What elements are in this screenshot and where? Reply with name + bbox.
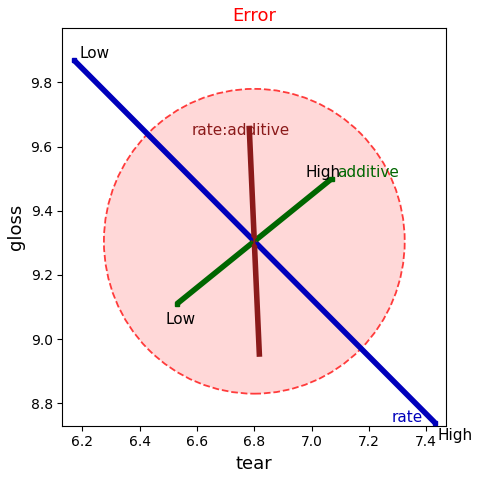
Text: Low: Low xyxy=(166,312,196,327)
Text: rate: rate xyxy=(392,410,423,425)
Text: High: High xyxy=(438,428,473,443)
Text: additive: additive xyxy=(337,165,399,180)
Text: High: High xyxy=(306,165,341,180)
Title: Error: Error xyxy=(232,7,276,25)
Y-axis label: gloss: gloss xyxy=(7,204,25,250)
Text: Low: Low xyxy=(80,46,109,61)
X-axis label: tear: tear xyxy=(236,455,273,473)
Ellipse shape xyxy=(104,89,405,394)
Text: rate:additive: rate:additive xyxy=(191,123,289,138)
